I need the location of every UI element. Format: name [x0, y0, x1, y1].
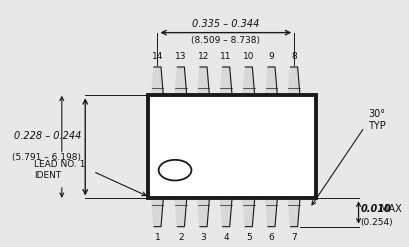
Polygon shape	[243, 198, 254, 227]
Text: 10: 10	[243, 52, 254, 61]
Text: 0.335 – 0.344: 0.335 – 0.344	[192, 19, 259, 29]
Text: 13: 13	[175, 52, 186, 61]
Text: 1: 1	[154, 233, 160, 242]
Polygon shape	[151, 198, 163, 227]
Polygon shape	[265, 67, 276, 95]
Polygon shape	[175, 198, 186, 227]
Text: 9: 9	[268, 52, 274, 61]
Text: 0.228 – 0.244: 0.228 – 0.244	[14, 131, 81, 141]
Polygon shape	[175, 67, 186, 95]
Polygon shape	[220, 198, 231, 227]
Text: 7: 7	[290, 233, 296, 242]
Text: 5: 5	[245, 233, 251, 242]
Text: IDENT: IDENT	[34, 171, 62, 180]
Text: 2: 2	[178, 233, 183, 242]
Text: 6: 6	[268, 233, 274, 242]
Text: 8: 8	[290, 52, 296, 61]
Polygon shape	[288, 198, 299, 227]
Polygon shape	[288, 67, 299, 95]
Polygon shape	[265, 198, 276, 227]
Text: (8.509 – 8.738): (8.509 – 8.738)	[191, 36, 260, 45]
Text: 12: 12	[198, 52, 209, 61]
Text: LEAD NO. 1: LEAD NO. 1	[34, 160, 85, 169]
Text: 3: 3	[200, 233, 206, 242]
Text: MAX: MAX	[379, 204, 401, 214]
Polygon shape	[197, 198, 209, 227]
Text: (5.791 – 6.198): (5.791 – 6.198)	[12, 153, 81, 162]
Polygon shape	[197, 67, 209, 95]
Text: 0.010: 0.010	[360, 204, 390, 214]
Polygon shape	[243, 67, 254, 95]
Text: TYP: TYP	[367, 121, 385, 131]
Text: 4: 4	[223, 233, 229, 242]
Circle shape	[158, 160, 191, 181]
Text: 30°: 30°	[367, 109, 384, 119]
Bar	[147, 95, 315, 198]
Text: (0.254): (0.254)	[360, 218, 392, 227]
Text: 14: 14	[151, 52, 163, 61]
Text: 11: 11	[220, 52, 231, 61]
Polygon shape	[151, 67, 163, 95]
Polygon shape	[220, 67, 231, 95]
